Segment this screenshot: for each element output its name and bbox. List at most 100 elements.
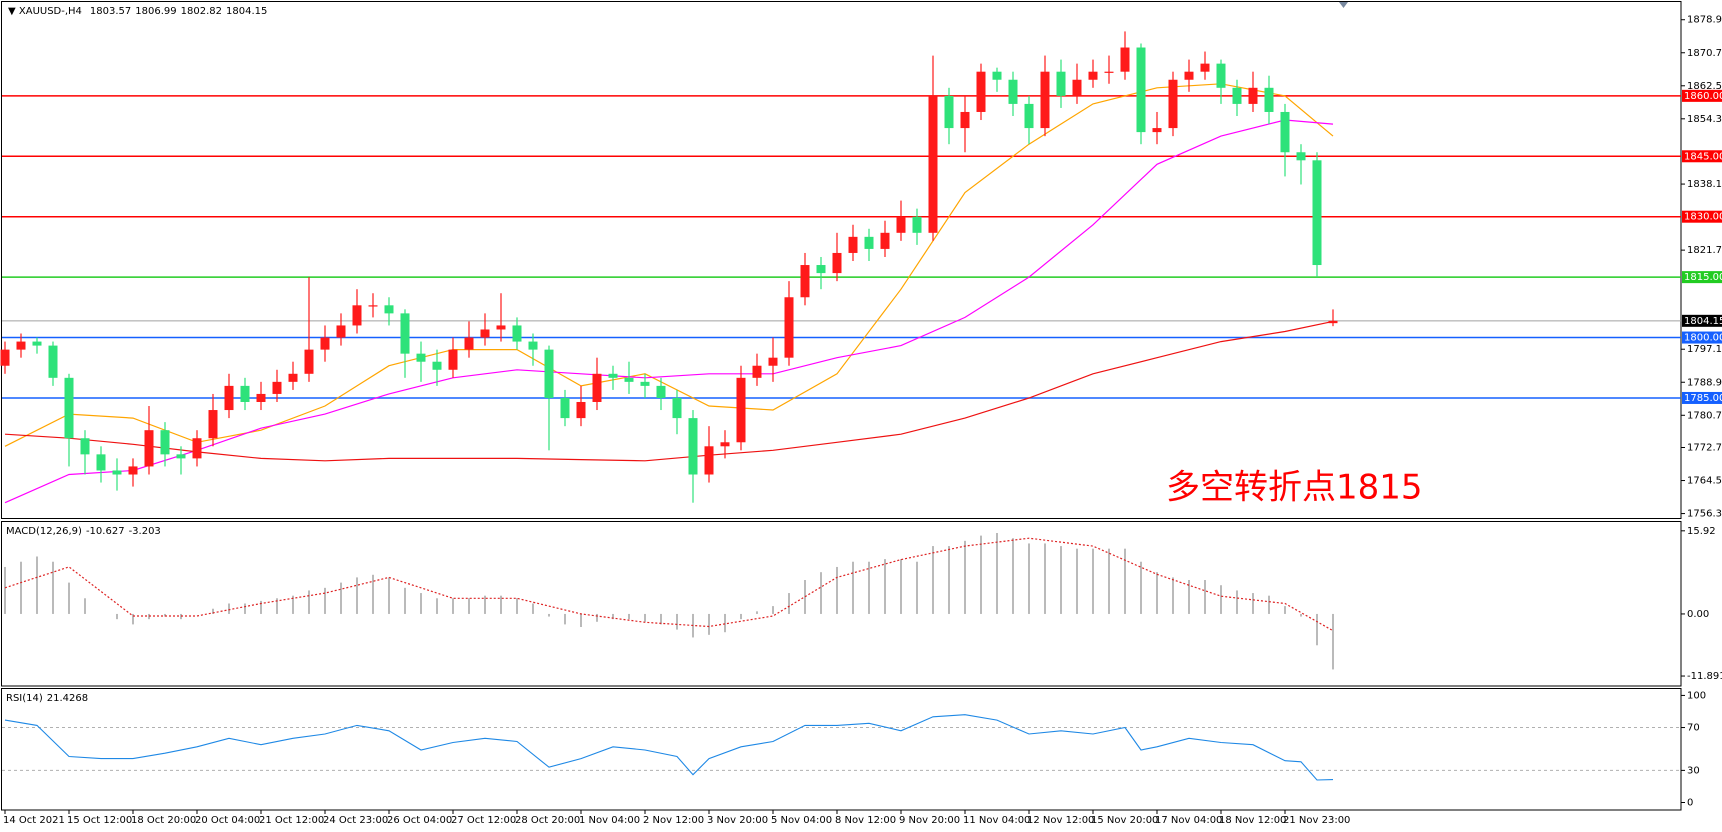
candle-body	[432, 361, 442, 370]
main-panel-frame	[1, 1, 1682, 519]
signal-line	[4, 537, 1334, 632]
annotation: 多空转折点1815	[1166, 468, 1423, 508]
moving-average	[4, 83, 1334, 447]
y-tick-label: 1870.70	[1687, 48, 1722, 59]
y-tick-label: 1772.70	[1687, 443, 1722, 454]
x-tick-label: 8 Nov 12:00	[835, 815, 896, 826]
y-tick-label: 1878.90	[1687, 15, 1722, 26]
candle-body	[1264, 87, 1274, 112]
candle-body	[256, 393, 266, 402]
candle-body	[1072, 79, 1082, 96]
candle-body	[400, 313, 410, 354]
candle-body	[688, 418, 698, 475]
candle-body	[784, 297, 794, 358]
y-tick-label: 1821.70	[1687, 245, 1722, 256]
candle-body	[1088, 71, 1098, 80]
y-tick-label: 1764.50	[1687, 476, 1722, 487]
candle-body	[1312, 160, 1322, 266]
header-arrow: ▼	[8, 6, 19, 17]
candle-body	[384, 305, 394, 314]
candle-body	[880, 232, 890, 249]
macd-name: MACD(12,26,9)	[6, 526, 82, 537]
x-tick-label: 18 Oct 20:00	[131, 815, 196, 826]
y-tick-label: 30	[1687, 765, 1700, 776]
x-tick-label: 15 Nov 20:00	[1091, 815, 1158, 826]
candle-body	[240, 385, 250, 402]
candle-body	[224, 385, 234, 411]
candle-body	[960, 111, 970, 129]
candle-body	[1024, 103, 1034, 129]
signal-value: -3.203	[129, 526, 161, 537]
level-label-box	[1682, 331, 1722, 344]
symbol: XAUUSD-,H4	[19, 6, 82, 17]
macd-label: MACD(12,26,9) -10.627 -3.203	[6, 526, 161, 537]
candle-body	[800, 265, 810, 298]
candle-body	[1200, 63, 1210, 72]
candle-body	[96, 454, 106, 471]
y-tick-label: 1838.10	[1687, 179, 1722, 190]
candle-body	[512, 325, 522, 342]
candle-body	[1168, 79, 1178, 129]
x-tick-label: 21 Oct 12:00	[259, 815, 324, 826]
level-label: 1785.00	[1684, 393, 1722, 404]
candle-body	[720, 442, 730, 447]
candle-body	[928, 95, 938, 233]
candle-body	[1232, 87, 1242, 104]
candle-body	[608, 373, 618, 378]
x-tick-label: 9 Nov 20:00	[899, 815, 960, 826]
candle-body	[320, 337, 330, 350]
candle-body	[752, 365, 762, 378]
candle-body	[832, 252, 842, 274]
x-tick-label: 17 Nov 04:00	[1155, 815, 1222, 826]
current-price-label: 1804.15	[1684, 316, 1722, 327]
y-tick-label: 0	[1687, 798, 1693, 809]
level-label: 1800.00	[1684, 333, 1722, 344]
candle-body	[704, 446, 714, 475]
candle-body	[1040, 71, 1050, 129]
candle-body	[864, 236, 874, 249]
candle-body	[352, 305, 362, 326]
candle-body	[576, 401, 586, 419]
x-tick-label: 11 Nov 04:00	[963, 815, 1030, 826]
x-tick-label: 14 Oct 2021	[3, 815, 65, 826]
candle-body	[1152, 128, 1162, 133]
y-tick-label: 70	[1687, 723, 1700, 734]
rsi-line	[4, 714, 1334, 781]
candle-body	[80, 438, 90, 455]
x-tick-label: 21 Nov 23:00	[1283, 815, 1350, 826]
y-tick-label: 1797.10	[1687, 344, 1722, 355]
y-tick-label: -11.891	[1687, 671, 1722, 682]
candle-body	[1184, 71, 1194, 80]
candle-body	[1296, 152, 1306, 161]
level-label-box	[1682, 89, 1722, 102]
candle-body	[912, 216, 922, 233]
candle-body	[64, 377, 74, 439]
level-label: 1815.00	[1684, 272, 1722, 283]
candle-body	[736, 377, 746, 443]
candle-body	[640, 381, 650, 386]
candle-body	[1008, 79, 1018, 104]
x-tick-label: 12 Nov 12:00	[1027, 815, 1094, 826]
y-tick-label: 1756.30	[1687, 509, 1722, 520]
candle-body	[464, 337, 474, 350]
low-value: 1802.82	[181, 6, 222, 17]
y-tick-label: 1788.90	[1687, 377, 1722, 388]
candle-body	[304, 349, 314, 374]
rsi-panel-frame	[1, 688, 1682, 811]
candle-body	[160, 430, 170, 455]
x-tick-label: 20 Oct 04:00	[195, 815, 260, 826]
x-tick-label: 24 Oct 23:00	[323, 815, 388, 826]
candle-body	[1280, 111, 1290, 153]
x-tick-label: 26 Oct 04:00	[387, 815, 452, 826]
x-tick-label: 18 Nov 12:00	[1219, 815, 1286, 826]
candle-body	[656, 385, 666, 398]
header: ▼ XAUUSD-,H4 1803.57 1806.99 1802.82 1804.15	[8, 6, 267, 17]
x-tick-label: 28 Oct 20:00	[515, 815, 580, 826]
candle-body	[544, 349, 554, 398]
y-tick-label: 1862.50	[1687, 81, 1722, 92]
x-tick-label: 2 Nov 12:00	[643, 815, 704, 826]
level-label-box	[1682, 150, 1722, 163]
candle-body	[848, 236, 858, 253]
candle-body	[672, 397, 682, 419]
